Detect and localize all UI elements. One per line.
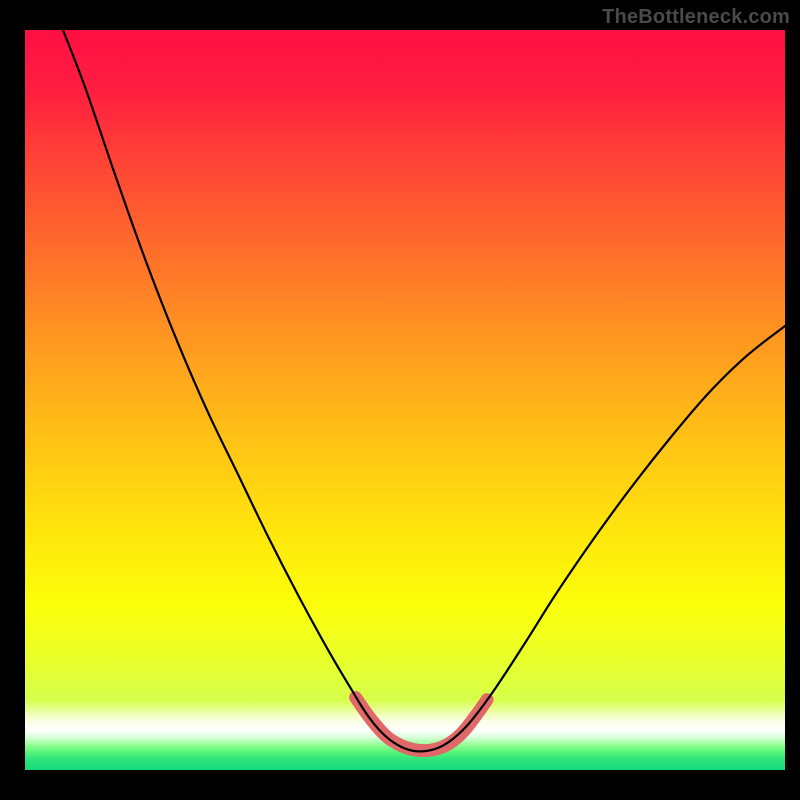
chart-background xyxy=(25,30,785,770)
bottleneck-chart xyxy=(0,0,800,800)
chart-stage: TheBottleneck.com xyxy=(0,0,800,800)
